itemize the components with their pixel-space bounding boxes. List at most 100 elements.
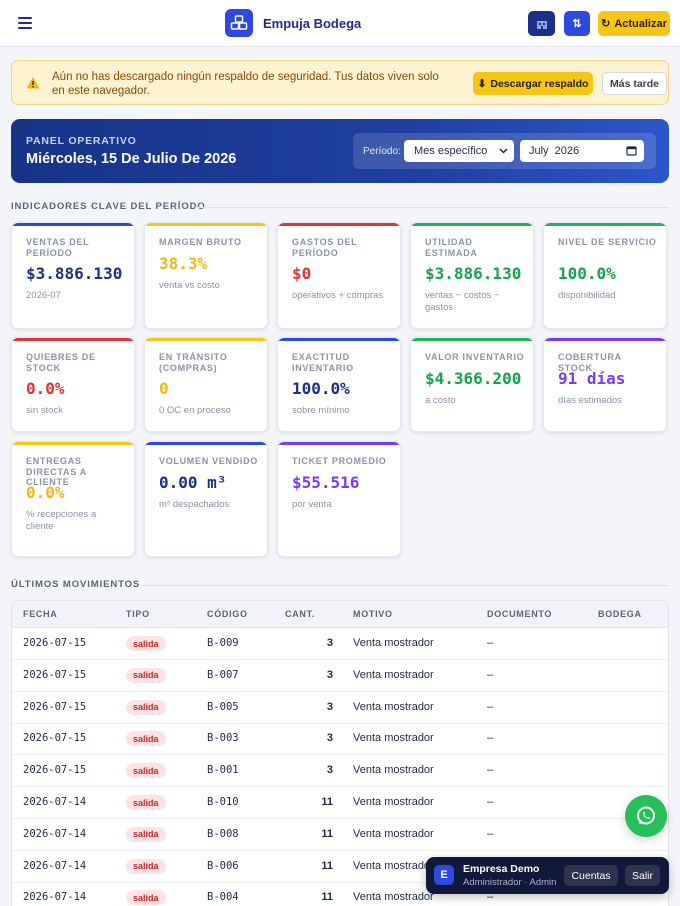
cell-date: 2026-07-15 (23, 700, 87, 713)
period-select[interactable]: Mes específico (404, 140, 514, 162)
logout-button[interactable]: Salir (625, 865, 660, 886)
cell-quantity: 11 (321, 827, 333, 840)
kpi-caption: sobre mínimo (292, 405, 350, 416)
cell-quantity: 3 (326, 637, 333, 649)
kpi-card: VOLUMEN VENDIDO 0.00 m³ m³ despachados (144, 441, 268, 557)
cell-code: B-004 (207, 891, 239, 904)
cell-reason: Venta mostrador (353, 732, 434, 745)
column-header[interactable]: BODEGA (598, 609, 642, 619)
refresh-icon: ↻ (601, 18, 611, 30)
kpi-caption: m³ despachados (159, 498, 230, 510)
cell-code: B-006 (207, 859, 239, 872)
cell-date: 2026-07-14 (23, 859, 87, 872)
type-badge: salida (126, 826, 166, 842)
cell-quantity: 3 (326, 764, 333, 777)
cell-quantity: 3 (326, 700, 333, 713)
chevron-down-icon (499, 148, 508, 154)
cell-code: B-005 (207, 700, 239, 713)
kpi-caption: % recepciones a cliente (26, 509, 97, 532)
kpi-card: NIVEL DE SERVICIO 100.0% disponibilidad (543, 222, 667, 329)
kpi-label: NIVEL DE SERVICIO (558, 237, 657, 247)
warehouse-button[interactable] (528, 11, 555, 36)
download-backup-button[interactable]: ⬇ Descargar respaldo (473, 72, 593, 95)
kpi-label: UTILIDAD ESTIMADA (425, 237, 478, 258)
section-divider (142, 585, 669, 586)
kpi-accent-bar (145, 442, 267, 445)
kpi-card: VENTAS DEL PERÍODO $3.886.130 2026-07 (11, 222, 135, 329)
table-row[interactable]: 2026-07-14 salida B-008 11 Venta mostrador – (12, 819, 668, 851)
table-header: FECHA TIPO CÓDIGO CANT. MOTIVO DOCUMENTO… (12, 601, 668, 628)
cell-document: – (487, 764, 494, 777)
column-header[interactable]: DOCUMENTO (487, 609, 553, 619)
download-label: Descargar respaldo (490, 77, 589, 90)
whatsapp-button[interactable] (625, 795, 667, 837)
kpi-caption: sin stock (26, 405, 63, 416)
kpi-accent-bar (544, 338, 666, 341)
refresh-button[interactable]: ↻ Actualizar (598, 11, 670, 36)
kpi-accent-bar (544, 223, 666, 226)
kpi-card: UTILIDAD ESTIMADA $3.886.130 ventas − cost… (410, 222, 534, 329)
column-header[interactable]: CANT. (285, 609, 315, 619)
table-row[interactable]: 2026-07-14 salida B-006 11 Venta mostrador (12, 851, 668, 883)
kpi-label: TICKET PROMEDIO (292, 456, 387, 466)
later-button[interactable]: Más tarde (602, 72, 667, 95)
swap-button[interactable]: ⇅ (564, 11, 590, 36)
cell-quantity: 11 (321, 796, 333, 808)
table-row[interactable]: 2026-07-14 salida B-010 11 Venta mostrador – (12, 787, 668, 819)
kpi-label: MARGEN BRUTO (159, 237, 242, 247)
column-header[interactable]: TIPO (126, 609, 150, 619)
type-badge: salida (126, 795, 166, 810)
kpi-value: $55.516 (292, 472, 360, 492)
kpi-section-title: INDICADORES CLAVE DEL PERÍODO (11, 201, 206, 212)
kpi-caption: operativos + compras (292, 290, 384, 301)
kpi-caption: a costo (425, 394, 456, 406)
kpi-caption: 0 OC en proceso (159, 405, 231, 416)
movements-table: FECHA TIPO CÓDIGO CANT. MOTIVO DOCUMENTO… (11, 600, 669, 906)
kpi-value: 0.0% (26, 483, 65, 502)
table-row[interactable]: 2026-07-15 salida B-007 3 Venta mostrador – (12, 660, 668, 692)
section-divider (195, 207, 669, 208)
kpi-accent-bar (12, 223, 134, 226)
cell-document: – (487, 637, 494, 649)
cell-reason: Venta mostrador (353, 891, 434, 904)
cell-date: 2026-07-15 (23, 668, 87, 681)
kpi-value: $3.886.130 (425, 264, 522, 283)
kpi-accent-bar (278, 442, 400, 445)
calendar-icon[interactable] (626, 145, 637, 156)
kpi-accent-bar (278, 223, 400, 226)
hamburger-icon[interactable] (18, 17, 32, 29)
table-row[interactable]: 2026-07-15 salida B-005 3 Venta mostrador – (12, 692, 668, 724)
month-input[interactable]: July 2026 (520, 140, 644, 162)
kpi-value: 0.00 m³ (159, 472, 227, 492)
panel-label: PANEL OPERATIVO (26, 135, 137, 147)
period-filter: Período: Mes específico July 2026 (353, 133, 656, 169)
kpi-caption: ventas − costos − gastos (425, 290, 500, 313)
cell-reason: Venta mostrador (353, 764, 434, 777)
cell-reason: Venta mostrador (353, 700, 434, 713)
table-row[interactable]: 2026-07-14 salida B-004 11 Venta mostrador – (12, 882, 668, 906)
cell-code: B-008 (207, 827, 239, 840)
brand[interactable]: Empuja Bodega (225, 9, 361, 37)
accounts-button[interactable]: Cuentas (564, 865, 618, 886)
cell-code: B-009 (207, 637, 239, 649)
cell-reason: Venta mostrador (353, 796, 434, 808)
cell-document: – (487, 891, 494, 904)
whatsapp-icon (637, 806, 655, 825)
kpi-accent-bar (12, 442, 134, 445)
column-header[interactable]: FECHA (23, 609, 58, 619)
cell-document: – (487, 668, 494, 681)
table-row[interactable]: 2026-07-15 salida B-001 3 Venta mostrador – (12, 755, 668, 788)
type-badge: salida (126, 858, 166, 874)
type-badge: salida (126, 890, 166, 906)
kpi-value: 0.0% (26, 379, 65, 398)
kpi-accent-bar (145, 338, 267, 341)
table-row[interactable]: 2026-07-15 salida B-003 3 Venta mostrador – (12, 723, 668, 756)
table-row[interactable]: 2026-07-15 salida B-009 3 Venta mostrador – (12, 628, 668, 660)
company-name: Empresa Demo (463, 863, 540, 875)
column-header[interactable]: MOTIVO (353, 609, 393, 619)
kpi-accent-bar (145, 223, 267, 226)
brand-title: Empuja Bodega (263, 15, 362, 31)
column-header[interactable]: CÓDIGO (207, 609, 248, 619)
building-icon (536, 20, 547, 29)
kpi-value: 100.0% (558, 264, 616, 283)
